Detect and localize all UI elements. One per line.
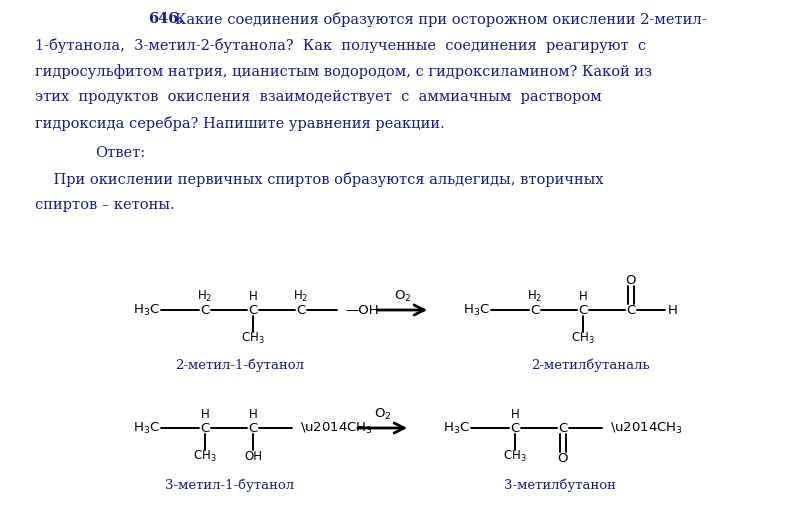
Text: \u2014CH$_3$: \u2014CH$_3$	[610, 420, 683, 436]
Text: H: H	[579, 289, 587, 303]
Text: Ответ:: Ответ:	[95, 146, 145, 160]
Text: H$_2$: H$_2$	[293, 288, 309, 304]
Text: C: C	[296, 304, 306, 316]
Text: спиртов – кетоны.: спиртов – кетоны.	[35, 198, 174, 212]
Text: 3-метилбутанон: 3-метилбутанон	[504, 478, 616, 492]
Text: H: H	[249, 289, 257, 303]
Text: H$_3$C: H$_3$C	[133, 420, 160, 436]
Text: гидроксида серебра? Напишите уравнения реакции.: гидроксида серебра? Напишите уравнения р…	[35, 116, 445, 131]
Text: \u2014CH$_3$: \u2014CH$_3$	[300, 420, 373, 436]
Text: 2-метил-1-бутанол: 2-метил-1-бутанол	[175, 358, 304, 372]
Text: OH: OH	[244, 449, 262, 463]
Text: этих  продуктов  окисления  взаимодействует  с  аммиачным  раствором: этих продуктов окисления взаимодействует…	[35, 90, 602, 104]
Text: C: C	[626, 304, 636, 316]
Text: H$_3$C: H$_3$C	[133, 303, 160, 317]
Text: При окислении первичных спиртов образуются альдегиды, вторичных: При окислении первичных спиртов образуют…	[35, 172, 604, 187]
Text: H: H	[201, 408, 209, 420]
Text: H$_3$C: H$_3$C	[443, 420, 470, 436]
Text: CH$_3$: CH$_3$	[193, 448, 217, 464]
Text: C: C	[579, 304, 587, 316]
Text: —OH: —OH	[345, 304, 378, 316]
Text: H$_3$C: H$_3$C	[463, 303, 490, 317]
Text: C: C	[530, 304, 540, 316]
Text: CH$_3$: CH$_3$	[571, 331, 595, 345]
Text: 1-бутанола,  3-метил-2-бутанола?  Как  полученные  соединения  реагируют  с: 1-бутанола, 3-метил-2-бутанола? Как полу…	[35, 38, 646, 53]
Text: 3-метил-1-бутанол: 3-метил-1-бутанол	[165, 478, 295, 492]
Text: CH$_3$: CH$_3$	[503, 448, 527, 464]
Text: 2-метилбутаналь: 2-метилбутаналь	[531, 358, 650, 372]
Text: C: C	[200, 421, 210, 435]
Text: гидросульфитом натрия, цианистым водородом, с гидроксиламином? Какой из: гидросульфитом натрия, цианистым водород…	[35, 64, 652, 79]
Text: H$_2$: H$_2$	[527, 288, 542, 304]
Text: O$_2$: O$_2$	[394, 288, 412, 304]
Text: Какие соединения образуются при осторожном окислении 2-метил-: Какие соединения образуются при осторожн…	[175, 12, 707, 27]
Text: C: C	[558, 421, 567, 435]
Text: 646.: 646.	[148, 12, 183, 26]
Text: H: H	[511, 408, 520, 420]
Text: C: C	[249, 421, 257, 435]
Text: O: O	[625, 274, 636, 287]
Text: C: C	[510, 421, 520, 435]
Text: H: H	[668, 304, 678, 316]
Text: O: O	[558, 451, 568, 465]
Text: H: H	[249, 408, 257, 420]
Text: CH$_3$: CH$_3$	[241, 331, 265, 345]
Text: C: C	[249, 304, 257, 316]
Text: H$_2$: H$_2$	[197, 288, 213, 304]
Text: O$_2$: O$_2$	[374, 407, 391, 421]
Text: C: C	[200, 304, 210, 316]
